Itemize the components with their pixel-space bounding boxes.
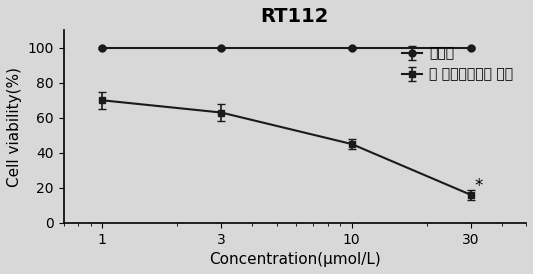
X-axis label: Concentration(μmol/L): Concentration(μmol/L) [209,252,381,267]
Title: RT112: RT112 [261,7,329,26]
Legend: 对照组, 双 渴丙脇二盐酸 盐组: 对照组, 双 渴丙脇二盐酸 盐组 [396,41,519,87]
Text: *: * [474,177,483,195]
Y-axis label: Cell viability(%): Cell viability(%) [7,67,22,187]
